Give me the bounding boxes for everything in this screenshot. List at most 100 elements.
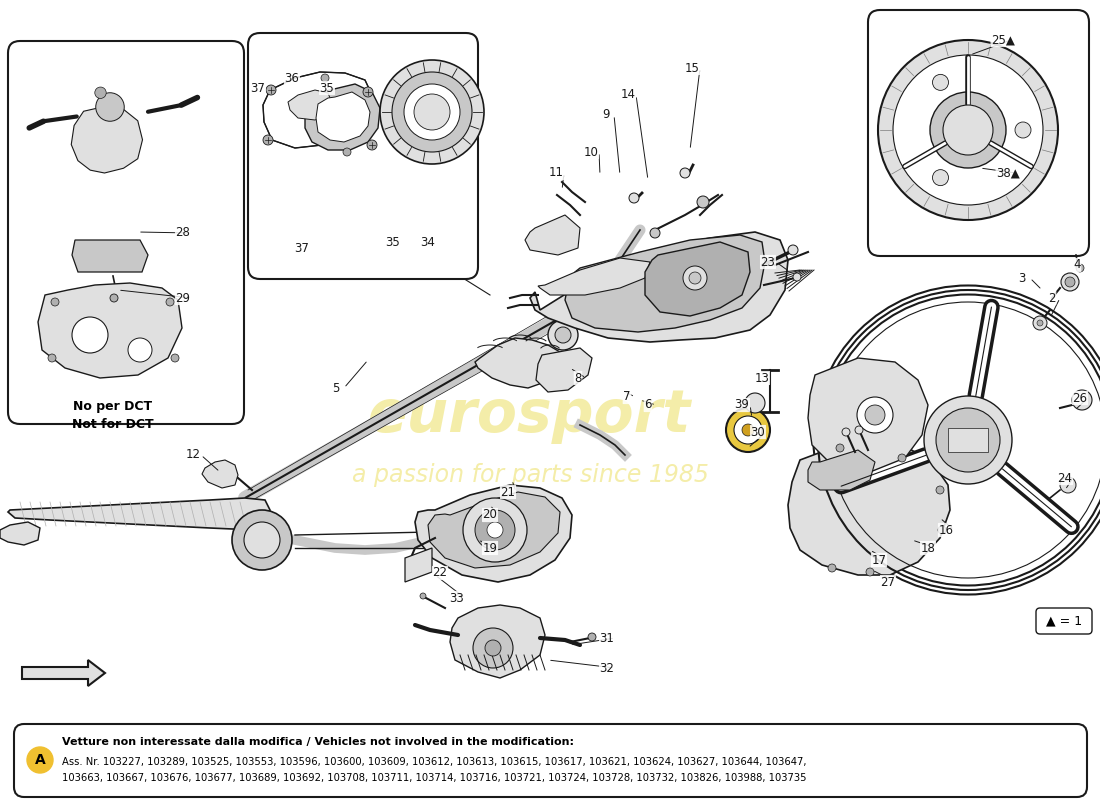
Circle shape bbox=[865, 405, 886, 425]
Text: 10: 10 bbox=[584, 146, 598, 158]
Circle shape bbox=[924, 396, 1012, 484]
Polygon shape bbox=[405, 548, 432, 582]
Circle shape bbox=[1033, 316, 1047, 330]
Text: 28: 28 bbox=[176, 226, 190, 239]
Polygon shape bbox=[305, 84, 380, 150]
Circle shape bbox=[128, 338, 152, 362]
Circle shape bbox=[734, 416, 762, 444]
Circle shape bbox=[933, 74, 948, 90]
Text: 13: 13 bbox=[755, 371, 769, 385]
Circle shape bbox=[28, 747, 53, 773]
Text: 20: 20 bbox=[483, 509, 497, 522]
Circle shape bbox=[893, 55, 1043, 205]
Polygon shape bbox=[415, 485, 572, 582]
Circle shape bbox=[232, 510, 292, 570]
Circle shape bbox=[943, 105, 993, 155]
Circle shape bbox=[51, 298, 59, 306]
Circle shape bbox=[857, 397, 893, 433]
Text: 6: 6 bbox=[645, 398, 651, 411]
Text: 2: 2 bbox=[1048, 291, 1056, 305]
Polygon shape bbox=[788, 440, 950, 575]
Circle shape bbox=[244, 522, 280, 558]
Circle shape bbox=[683, 266, 707, 290]
Polygon shape bbox=[202, 460, 238, 488]
Circle shape bbox=[742, 424, 754, 436]
Polygon shape bbox=[808, 450, 874, 490]
Circle shape bbox=[936, 486, 944, 494]
Text: 16: 16 bbox=[938, 523, 954, 537]
Circle shape bbox=[1062, 273, 1079, 291]
Circle shape bbox=[473, 628, 513, 668]
Circle shape bbox=[938, 526, 946, 534]
Polygon shape bbox=[39, 283, 182, 378]
FancyBboxPatch shape bbox=[1036, 608, 1092, 634]
Text: 7: 7 bbox=[624, 390, 630, 403]
Circle shape bbox=[266, 85, 276, 95]
Polygon shape bbox=[72, 240, 148, 272]
Circle shape bbox=[404, 84, 460, 140]
Circle shape bbox=[420, 593, 426, 599]
Text: A: A bbox=[34, 753, 45, 767]
Text: 25▲: 25▲ bbox=[991, 34, 1015, 46]
Circle shape bbox=[1072, 390, 1092, 410]
Circle shape bbox=[726, 408, 770, 452]
Text: 29: 29 bbox=[176, 291, 190, 305]
Polygon shape bbox=[645, 242, 750, 316]
Circle shape bbox=[170, 354, 179, 362]
Polygon shape bbox=[536, 348, 592, 392]
Text: 3: 3 bbox=[1019, 271, 1025, 285]
Circle shape bbox=[828, 564, 836, 572]
Polygon shape bbox=[428, 492, 560, 568]
Polygon shape bbox=[263, 72, 372, 148]
Text: 9: 9 bbox=[603, 109, 609, 122]
Polygon shape bbox=[8, 498, 270, 530]
Circle shape bbox=[650, 228, 660, 238]
FancyBboxPatch shape bbox=[14, 724, 1087, 797]
Text: 5: 5 bbox=[332, 382, 340, 394]
Polygon shape bbox=[72, 106, 143, 173]
Circle shape bbox=[556, 327, 571, 343]
Circle shape bbox=[475, 510, 515, 550]
Text: 11: 11 bbox=[549, 166, 563, 179]
FancyBboxPatch shape bbox=[868, 10, 1089, 256]
Circle shape bbox=[830, 303, 1100, 577]
Polygon shape bbox=[530, 232, 788, 342]
Text: 23: 23 bbox=[760, 255, 775, 269]
Polygon shape bbox=[22, 660, 104, 686]
Text: 24: 24 bbox=[1057, 471, 1072, 485]
Text: 18: 18 bbox=[921, 542, 935, 554]
Circle shape bbox=[788, 245, 798, 255]
Circle shape bbox=[321, 74, 329, 82]
Circle shape bbox=[680, 168, 690, 178]
Circle shape bbox=[936, 408, 1000, 472]
Circle shape bbox=[48, 354, 56, 362]
Circle shape bbox=[629, 193, 639, 203]
Text: 15: 15 bbox=[684, 62, 700, 74]
Text: 30: 30 bbox=[750, 426, 766, 438]
FancyBboxPatch shape bbox=[8, 41, 244, 424]
Text: 37: 37 bbox=[251, 82, 265, 94]
Circle shape bbox=[485, 640, 501, 656]
Text: ▲ = 1: ▲ = 1 bbox=[1046, 614, 1082, 627]
Circle shape bbox=[933, 170, 948, 186]
Polygon shape bbox=[808, 358, 928, 472]
Circle shape bbox=[697, 196, 710, 208]
Circle shape bbox=[878, 40, 1058, 220]
Circle shape bbox=[898, 454, 906, 462]
Text: 12: 12 bbox=[186, 449, 200, 462]
Circle shape bbox=[166, 298, 174, 306]
Circle shape bbox=[793, 273, 801, 281]
Text: 33: 33 bbox=[450, 591, 464, 605]
Circle shape bbox=[379, 60, 484, 164]
Circle shape bbox=[745, 393, 764, 413]
Polygon shape bbox=[538, 258, 650, 295]
Circle shape bbox=[866, 568, 874, 576]
Text: 8: 8 bbox=[574, 371, 582, 385]
Text: 31: 31 bbox=[600, 631, 615, 645]
Circle shape bbox=[110, 294, 118, 302]
Text: Ass. Nr. 103227, 103289, 103525, 103553, 103596, 103600, 103609, 103612, 103613,: Ass. Nr. 103227, 103289, 103525, 103553,… bbox=[62, 757, 806, 782]
Polygon shape bbox=[288, 90, 332, 120]
Text: 39: 39 bbox=[735, 398, 749, 411]
Circle shape bbox=[1065, 277, 1075, 287]
Text: 34: 34 bbox=[420, 235, 436, 249]
